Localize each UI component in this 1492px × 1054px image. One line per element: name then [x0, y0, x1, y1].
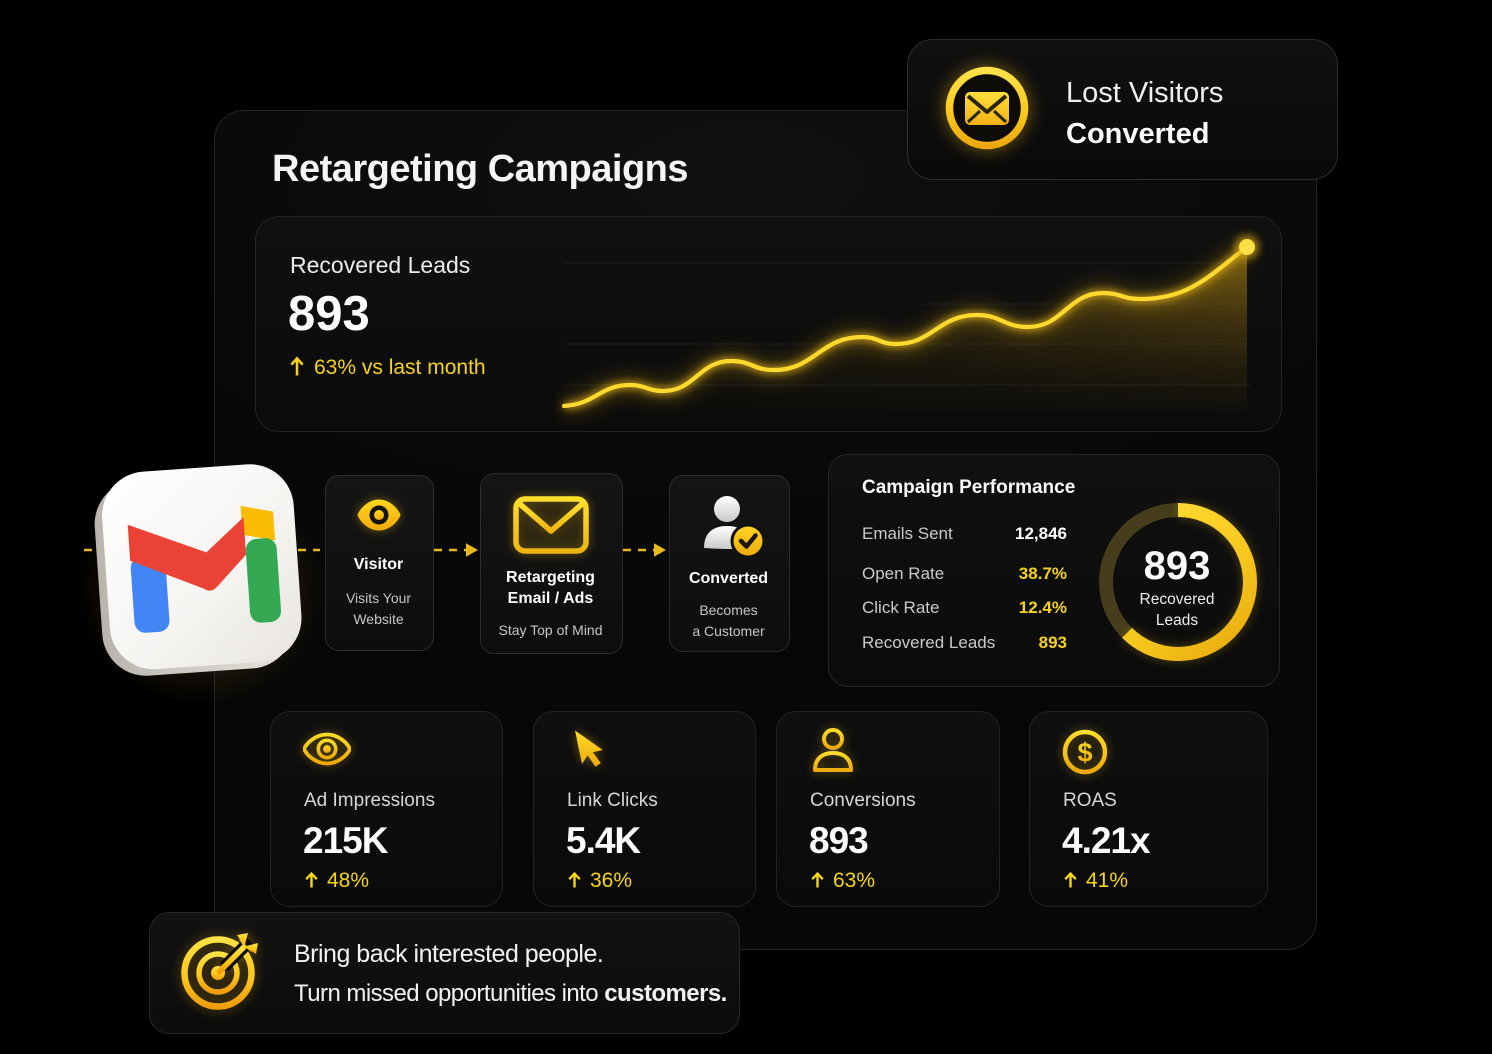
svg-text:$: $	[1077, 738, 1092, 768]
